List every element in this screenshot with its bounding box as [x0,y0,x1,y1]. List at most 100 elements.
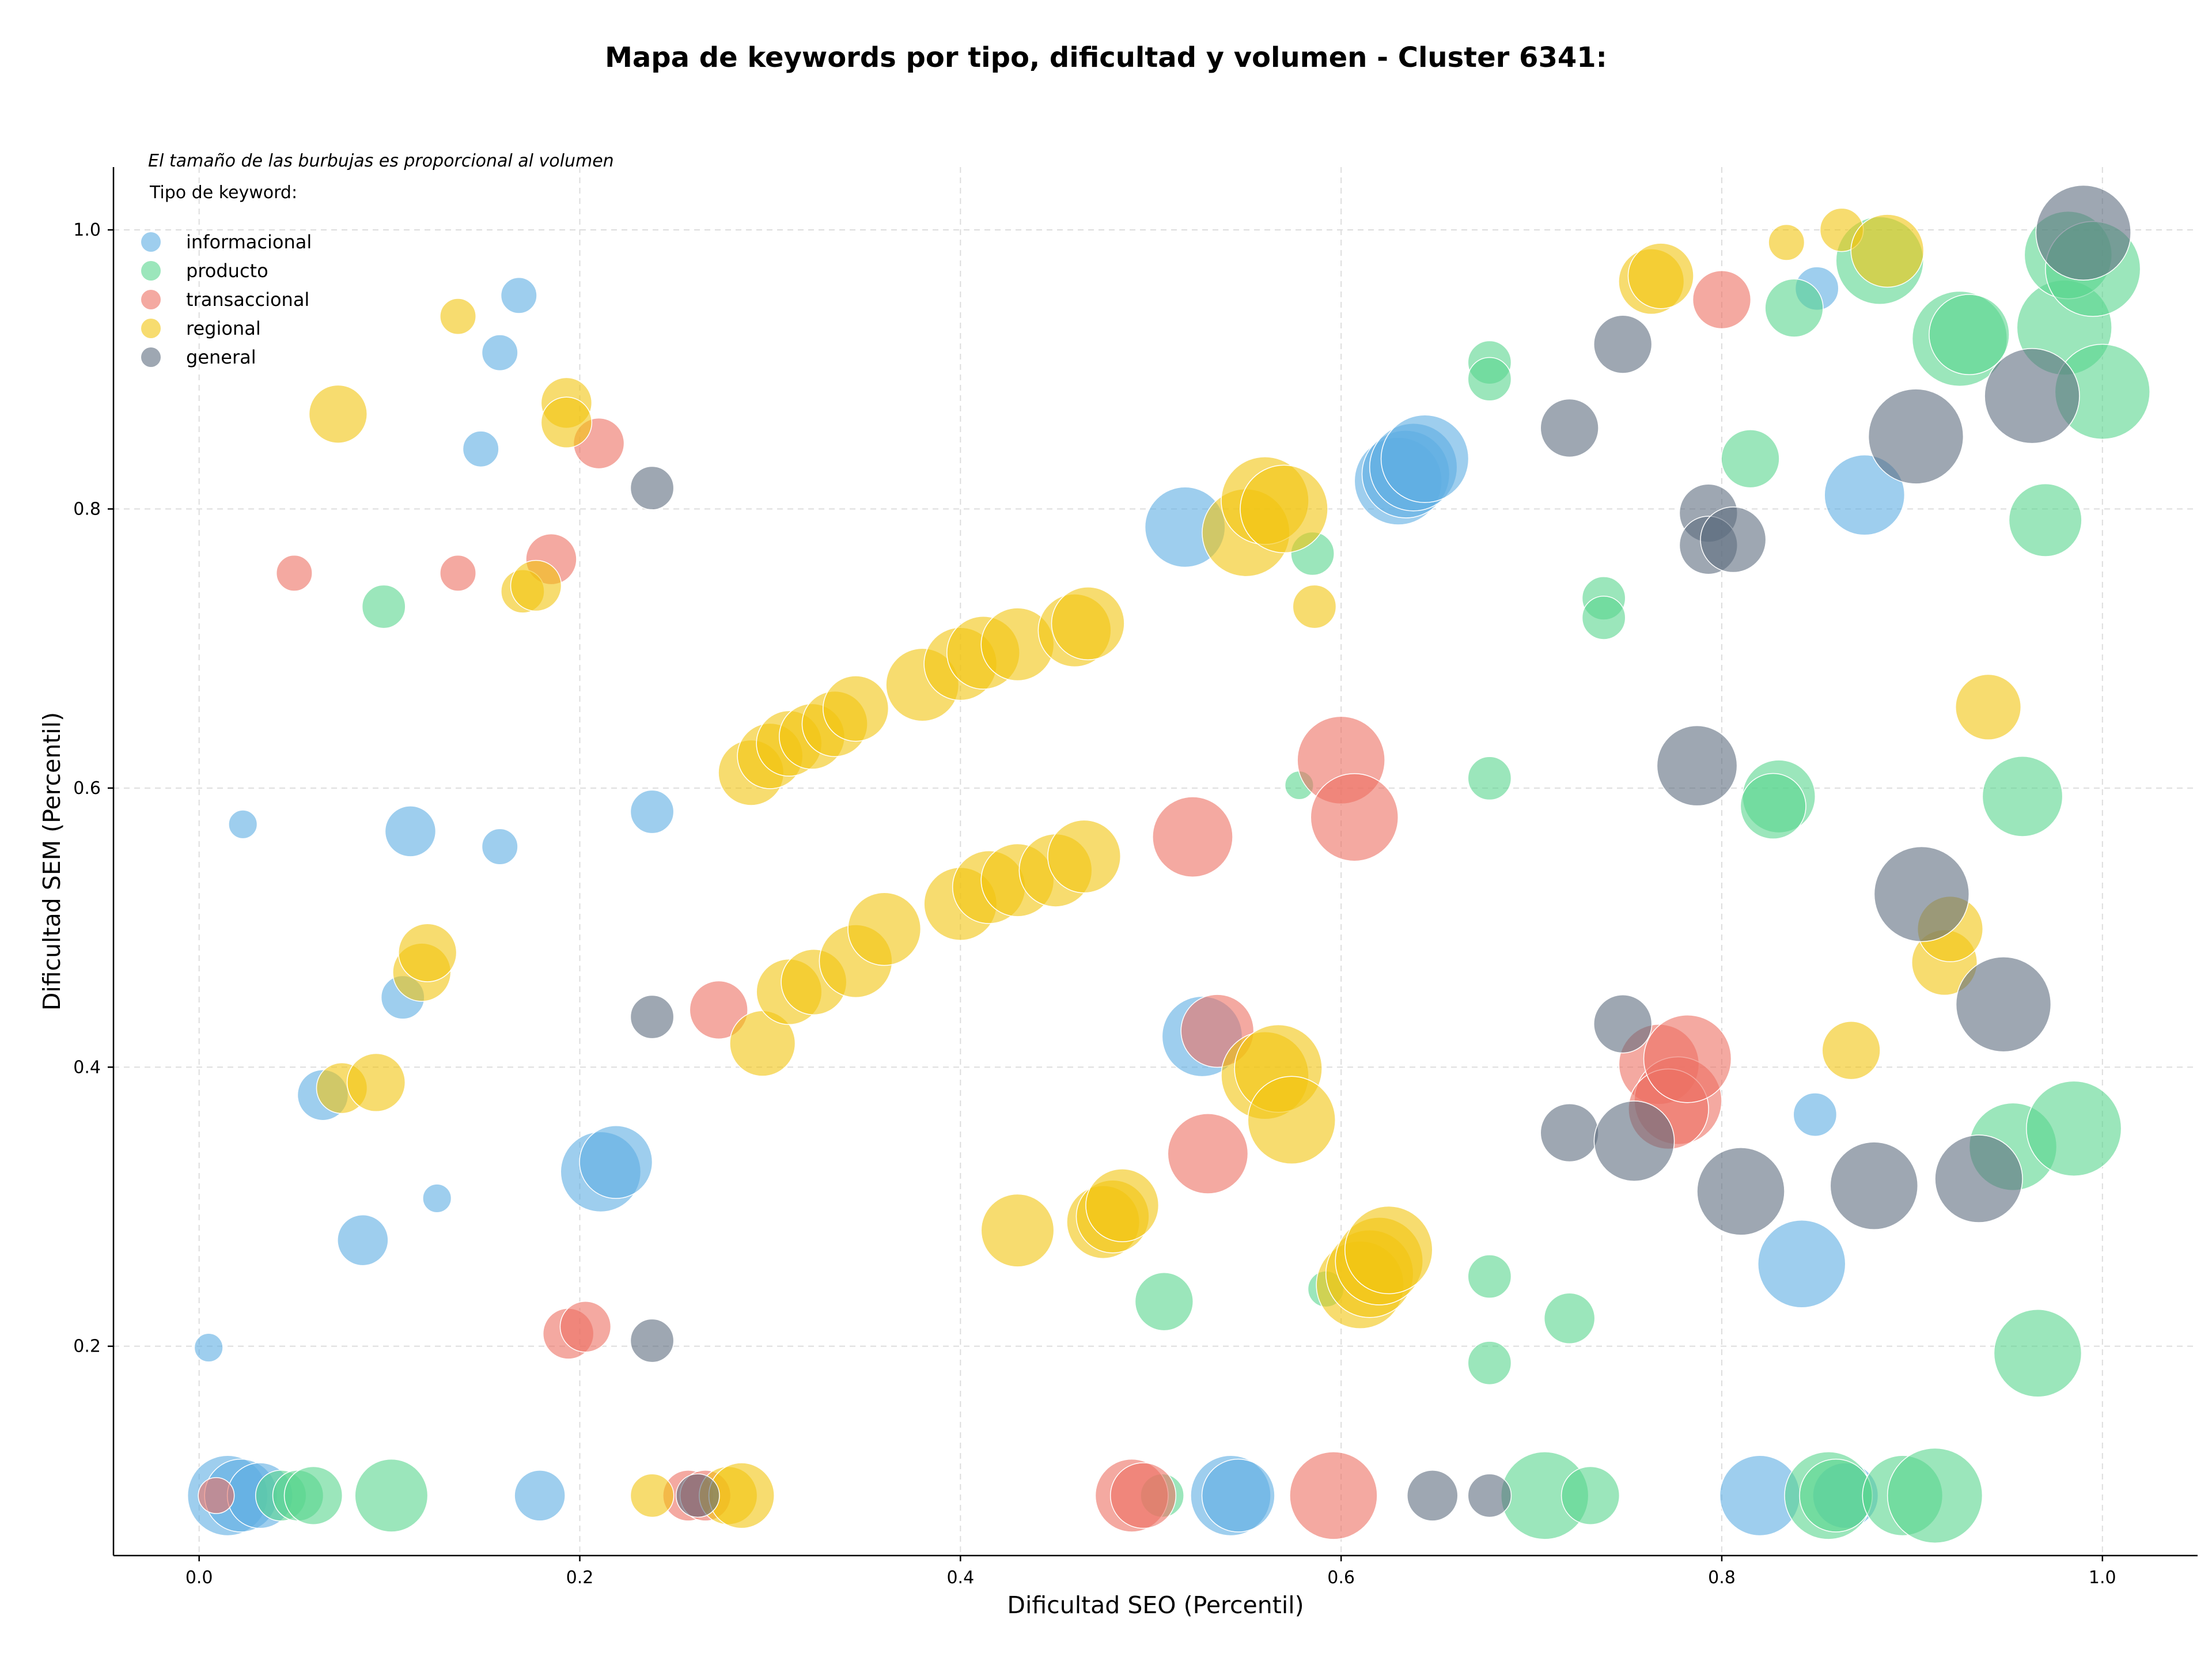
bubble-regional-5 [510,559,562,612]
x-axis-label: Dificultad SEO (Percentil) [1007,1591,1304,1619]
bubble-producto-13 [1467,1254,1512,1299]
bubble-producto-17 [1560,1466,1620,1525]
bubble-general-14 [1700,506,1767,573]
bubble-producto-20 [1721,429,1780,489]
bubble-general-22 [2035,184,2131,281]
bubble-producto-32 [1982,756,2063,837]
bubble-regional-58 [1955,674,2022,740]
bubble-regional-3 [440,298,476,335]
bubble-producto-36 [2026,1080,2122,1176]
bubble-regional-54 [1821,1021,1881,1080]
legend-marker-producto [141,261,161,281]
bubble-transaccional-1 [275,554,313,592]
bubble-general-15 [1696,1147,1785,1236]
legend-marker-general [141,347,161,367]
bubble-general-3 [676,1473,720,1518]
bubble-general-21 [1984,348,2080,444]
legend-label-transaccional: transaccional [186,289,309,311]
bubble-general-6 [1540,398,1599,458]
y-tick-label-0: 0.2 [73,1337,101,1357]
y-axis-label: Dificultad SEM (Percentil) [38,712,66,1011]
bubble-informacional-30 [1824,454,1906,536]
bubble-general-7 [1540,1103,1599,1163]
legend-title: Tipo de keyword: [149,183,297,203]
grid-lines [113,167,2198,1556]
bubble-informacional-9 [422,1183,452,1213]
bubble-informacional-27 [1757,1220,1846,1308]
bubble-producto-14 [1467,1341,1512,1386]
bubble-regional-34 [1047,819,1122,894]
bubble-regional-41 [1240,464,1328,554]
bubble-informacional-11 [481,334,518,372]
bubble-regional-29 [1051,587,1125,660]
bubble-producto-19 [1581,595,1626,640]
legend-items: informacional producto transaccional region… [141,231,312,368]
bubble-transaccional-17 [1310,773,1399,862]
bubble-transaccional-21 [1643,1014,1732,1103]
legend: Tipo de keyword: informacional producto tr… [141,183,312,368]
legend-label-general: general [186,346,256,368]
bubble-regional-0 [308,384,368,444]
x-tick-label-1: 0.2 [566,1568,594,1588]
bubble-transaccional-0 [198,1477,235,1514]
bubble-regional-23 [847,892,922,966]
y-tick-label-1: 0.4 [73,1057,101,1077]
bubble-regional-7 [540,396,593,448]
bubble-informacional-25 [1380,414,1469,503]
legend-label-informacional: informacional [186,231,312,253]
legend-label-regional: regional [186,317,261,339]
bubble-informacional-17 [630,789,675,834]
bubble-producto-2 [283,1466,343,1525]
bubble-producto-12 [1467,756,1512,801]
bubble-regional-18 [823,675,889,742]
bubble-informacional-14 [514,1470,566,1522]
x-tick-label-3: 0.6 [1327,1568,1355,1588]
bubble-general-16 [1830,1141,1919,1230]
bubble-producto-5 [1134,1272,1194,1331]
bubble-general-18 [1873,846,1970,943]
bubble-general-2 [630,1318,675,1363]
bubble-regional-45 [1292,584,1337,629]
bubble-transaccional-9 [689,980,748,1040]
bubble-regional-49 [1344,1205,1433,1295]
bubble-informacional-1 [228,809,258,839]
bubble-informacional-0 [194,1333,224,1363]
bubble-transaccional-5 [559,1301,612,1353]
y-tick-label-3: 0.8 [73,499,101,519]
bubble-producto-11 [1467,357,1512,402]
legend-marker-regional [141,319,161,338]
bubble-general-11 [1656,725,1738,807]
bubble-regional-38 [1085,1168,1160,1243]
legend-label-producto: producto [186,260,268,282]
bubble-informacional-8 [384,805,437,857]
bubble-regional-10 [630,1473,675,1518]
y-tick-label-4: 1.0 [73,220,101,240]
bubble-transaccional-22 [1692,270,1752,330]
bubble-informacional-12 [481,828,518,865]
bubble-producto-34 [2008,483,2082,557]
x-tick-label-5: 1.0 [2089,1568,2116,1588]
bubble-general-0 [630,466,675,510]
size-annotation: El tamaño de las burbujas es proporciona… [148,151,614,171]
x-tick-label-0: 0.0 [185,1568,213,1588]
x-tick-label-4: 0.8 [1708,1568,1736,1588]
bubble-producto-28 [1887,1447,1983,1543]
bubble-layer [187,184,2150,1543]
bubble-general-5 [1467,1473,1512,1518]
bubble-transaccional-2 [440,554,476,592]
bubble-producto-33 [1993,1309,2082,1398]
bubble-general-19 [1934,1134,2023,1223]
bubble-producto-22 [1740,773,1806,839]
bubble-informacional-28 [1793,1092,1838,1137]
bubble-transaccional-13 [1167,1113,1249,1194]
bubble-general-8 [1593,315,1653,374]
bubble-regional-2 [346,1053,406,1113]
bubble-general-4 [1406,1470,1459,1522]
bubble-general-20 [1955,956,2052,1053]
bubble-producto-4 [361,584,406,629]
x-tick-label-2: 0.4 [946,1568,974,1588]
bubble-regional-55 [1850,214,1925,288]
bubble-regional-52 [1768,224,1805,261]
bubble-informacional-16 [579,1125,653,1199]
